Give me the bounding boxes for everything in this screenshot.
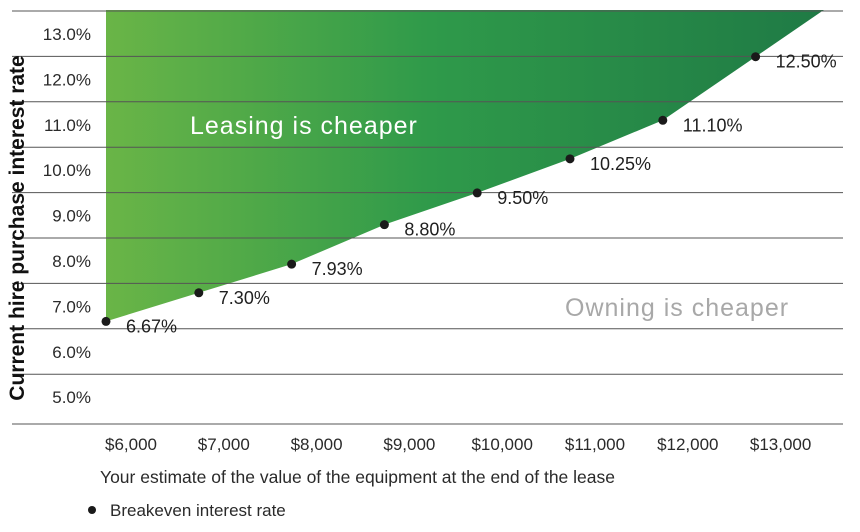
legend-marker bbox=[88, 506, 96, 514]
owning-cheaper-annotation: Owning is cheaper bbox=[565, 294, 789, 322]
breakeven-point-label: 12.50% bbox=[776, 52, 837, 72]
x-tick-label: $7,000 bbox=[198, 435, 250, 454]
breakeven-point bbox=[194, 288, 204, 298]
x-tick-label: $6,000 bbox=[105, 435, 157, 454]
y-tick-label: 7.0% bbox=[52, 297, 91, 316]
y-tick-label: 10.0% bbox=[43, 161, 91, 180]
x-tick-label: $9,000 bbox=[383, 435, 435, 454]
breakeven-point-label: 6.67% bbox=[126, 316, 177, 336]
breakeven-point bbox=[101, 316, 111, 326]
x-tick-label: $13,000 bbox=[750, 435, 811, 454]
y-tick-label: 8.0% bbox=[52, 252, 91, 271]
breakeven-point bbox=[658, 115, 668, 125]
leasing-cheaper-annotation: Leasing is cheaper bbox=[190, 112, 418, 140]
breakeven-point-label: 9.50% bbox=[497, 188, 548, 208]
x-axis-label: Your estimate of the value of the equipm… bbox=[100, 467, 615, 487]
gridlines bbox=[12, 10, 843, 425]
y-tick-label: 12.0% bbox=[43, 70, 91, 89]
y-axis-label: Current hire purchase interest rate bbox=[6, 55, 29, 400]
breakeven-point-labels: 6.67% 7.30% 7.93% 8.80% 9.50% 10.25% 11.10% 12.… bbox=[126, 52, 837, 337]
breakeven-point-label: 7.93% bbox=[312, 259, 363, 279]
breakeven-points bbox=[101, 52, 761, 326]
x-tick-label: $11,000 bbox=[565, 435, 625, 454]
breakeven-point-label: 8.80% bbox=[404, 220, 455, 240]
breakeven-point bbox=[565, 154, 575, 164]
y-tick-label: 6.0% bbox=[52, 343, 91, 362]
y-tick-label: 11.0% bbox=[44, 116, 91, 135]
x-axis-tick-labels: $6,000 $7,000 $8,000 $9,000 $10,000 $11,000 $1… bbox=[105, 435, 811, 454]
y-tick-label: 13.0% bbox=[43, 25, 91, 44]
x-tick-label: $8,000 bbox=[291, 435, 343, 454]
breakeven-point bbox=[379, 220, 389, 230]
x-tick-label: $10,000 bbox=[471, 435, 532, 454]
legend-label: Breakeven interest rate bbox=[110, 501, 286, 520]
x-tick-label: $12,000 bbox=[657, 435, 718, 454]
breakeven-point-label: 10.25% bbox=[590, 154, 651, 174]
y-tick-label: 5.0% bbox=[52, 388, 91, 407]
breakeven-point bbox=[751, 52, 761, 62]
breakeven-point bbox=[287, 259, 297, 269]
breakeven-point-label: 7.30% bbox=[219, 288, 270, 308]
leasing-cheaper-area bbox=[106, 10, 824, 322]
y-axis-tick-labels: 5.0% 6.0% 7.0% 8.0% 9.0% 10.0% 11.0% 12.0% 13.0% bbox=[43, 25, 91, 407]
breakeven-point-label: 11.10% bbox=[683, 115, 743, 135]
breakeven-point bbox=[472, 188, 482, 198]
y-tick-label: 9.0% bbox=[52, 207, 91, 226]
